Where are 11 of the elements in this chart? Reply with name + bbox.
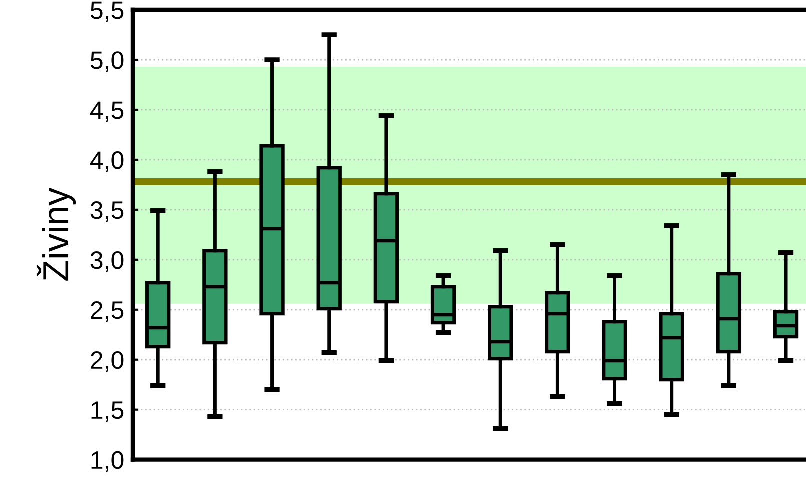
y-tick-label: 1,0 (92, 451, 124, 472)
y-axis-title: Živiny (36, 188, 76, 281)
y-tick-label: 4,5 (90, 102, 124, 122)
y-tick-label: 5,5 (90, 2, 124, 22)
y-tick-label: 2,5 (91, 301, 124, 322)
y-tick-label: 4,0 (90, 152, 124, 172)
y-tick-label: 5,0 (90, 52, 124, 72)
y-tick-label: 3,5 (90, 202, 124, 222)
y-tick-label: 1,5 (92, 402, 124, 422)
y-tick-label: 3,0 (90, 252, 124, 272)
y-tick-label: 2,0 (91, 351, 124, 372)
